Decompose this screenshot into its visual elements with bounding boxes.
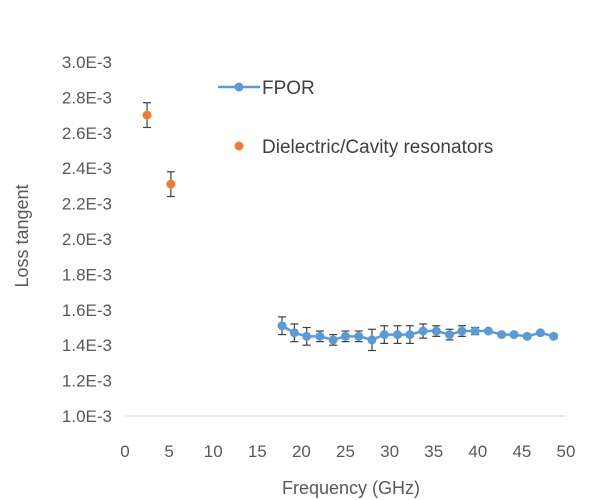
data-point (509, 330, 519, 340)
x-tick-label: 50 (557, 442, 576, 461)
legend-label: Dielectric/Cavity resonators (262, 137, 493, 158)
data-point (445, 330, 455, 340)
data-point (166, 179, 176, 189)
plot-area (125, 102, 566, 417)
legend-item-resonators: Dielectric/Cavity resonators (234, 137, 493, 158)
data-point (302, 331, 312, 341)
y-tick-label: 1.4E-3 (62, 336, 112, 355)
data-point (549, 331, 559, 341)
y-tick-label: 2.0E-3 (62, 230, 112, 249)
data-point (431, 326, 441, 336)
x-tick-label: 20 (292, 442, 311, 461)
legend-item-fpor: FPOR (218, 78, 315, 99)
series-fpor (277, 316, 559, 352)
y-axis-title: Loss tangent (12, 184, 32, 287)
legend-marker (234, 82, 244, 92)
data-point (405, 330, 415, 340)
series-resonators (142, 102, 176, 198)
x-tick-label: 25 (336, 442, 355, 461)
data-point (315, 331, 325, 341)
data-point (354, 331, 364, 341)
y-tick-label: 1.0E-3 (62, 407, 112, 426)
data-point (418, 326, 428, 336)
x-tick-label: 10 (204, 442, 223, 461)
data-point (470, 326, 480, 336)
y-axis-ticks: 1.0E-3 1.2E-3 1.4E-3 1.6E-3 1.8E-3 2.0E-3 2.2E… (62, 53, 112, 426)
y-tick-label: 2.2E-3 (62, 195, 112, 214)
data-point (497, 330, 507, 340)
x-tick-label: 15 (248, 442, 267, 461)
x-axis-title: Frequency (GHz) (282, 478, 420, 498)
legend-marker (234, 141, 244, 151)
y-tick-label: 2.8E-3 (62, 88, 112, 107)
y-tick-label: 1.2E-3 (62, 372, 112, 391)
data-point (277, 321, 287, 331)
legend: FPOR Dielectric/Cavity resonators (218, 78, 493, 158)
y-tick-label: 1.6E-3 (62, 301, 112, 320)
x-tick-label: 40 (468, 442, 487, 461)
x-tick-label: 35 (424, 442, 443, 461)
data-point (341, 331, 350, 341)
legend-label: FPOR (262, 78, 315, 99)
y-tick-label: 2.6E-3 (62, 124, 112, 143)
data-point (483, 326, 493, 336)
data-point (457, 326, 467, 336)
data-point (393, 330, 403, 340)
data-point (142, 110, 152, 120)
x-tick-label: 45 (512, 442, 531, 461)
data-point (522, 331, 532, 341)
y-tick-label: 1.8E-3 (62, 265, 112, 284)
data-point (535, 328, 545, 338)
y-tick-label: 3.0E-3 (62, 53, 112, 72)
data-point (379, 330, 389, 340)
data-point (367, 335, 377, 345)
y-tick-label: 2.4E-3 (62, 159, 112, 178)
x-tick-label: 0 (120, 442, 129, 461)
x-tick-label: 30 (380, 442, 399, 461)
data-point (289, 328, 299, 338)
data-point (328, 335, 338, 345)
x-axis-ticks: 0 5 10 15 20 25 30 35 40 45 50 (120, 442, 575, 461)
x-tick-label: 5 (164, 442, 173, 461)
series-line (281, 324, 554, 342)
